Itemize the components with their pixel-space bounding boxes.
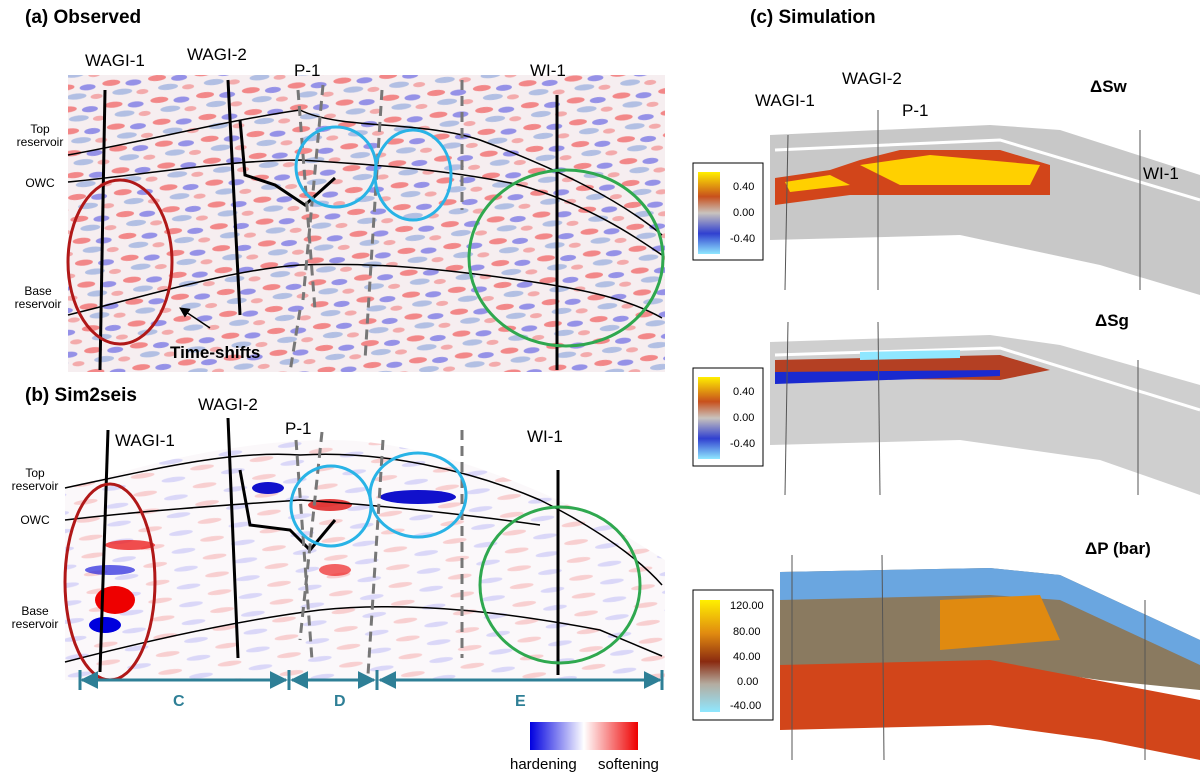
- horizon-label: OWC: [20, 513, 50, 527]
- horizon-label: Top reservoir: [11, 466, 59, 494]
- horizon-label: Base reservoir: [14, 284, 62, 312]
- wells-a: [98, 79, 559, 371]
- horizon-label: Top reservoir: [16, 122, 64, 150]
- colorbar-label: -40.00: [730, 700, 762, 712]
- anomalies-b: [85, 482, 456, 633]
- well-label: WI-1: [1143, 164, 1179, 183]
- colorbar-label: 40.00: [733, 651, 761, 663]
- sim2seis-section: [65, 440, 665, 680]
- colorbar-label: 120.00: [730, 600, 764, 612]
- colorbar-label: -0.40: [730, 233, 756, 245]
- observed-section: [68, 75, 665, 372]
- highlight-circle: [467, 168, 665, 348]
- well-label: WAGI-2: [842, 69, 902, 88]
- sim-sw: [770, 110, 1200, 295]
- well-label: WI-1: [527, 427, 563, 446]
- well-label: WAGI-2: [187, 45, 247, 64]
- well-label: WAGI-1: [85, 51, 145, 70]
- faults-a: [288, 80, 464, 373]
- sim-p: [780, 554, 1200, 761]
- well-label: WAGI-1: [115, 431, 175, 450]
- highlight-ellipse: [66, 178, 174, 346]
- colorbar-label: 0.00: [733, 412, 755, 424]
- sim-sg: [770, 321, 1200, 496]
- panel-title: (c) Simulation: [750, 7, 876, 28]
- well-label: WI-1: [530, 61, 566, 80]
- colorbars: [692, 162, 774, 721]
- well-label: WAGI-1: [755, 91, 815, 110]
- colorbar-label: 0.40: [733, 181, 755, 193]
- well-label: WAGI-2: [198, 395, 258, 414]
- zone-label: D: [334, 693, 346, 710]
- zone-label: E: [515, 693, 526, 710]
- highlight-circle: [478, 505, 642, 665]
- colorbar-label: -0.40: [730, 438, 756, 450]
- color-legend: [530, 722, 638, 750]
- panel-title: (b) Sim2seis: [25, 385, 137, 406]
- well-label: P-1: [285, 419, 312, 438]
- horizon-label: OWC: [25, 176, 55, 190]
- map-label: ΔSg: [1095, 311, 1129, 330]
- legend-label: hardening: [510, 756, 577, 773]
- highlight-circle: [373, 128, 453, 222]
- map-label: ΔSw: [1090, 77, 1127, 96]
- highlight-circle: [368, 451, 468, 539]
- well-label: P-1: [294, 61, 321, 80]
- horizons-a: [67, 109, 663, 319]
- well-label: P-1: [902, 101, 929, 120]
- arrow: [179, 307, 211, 329]
- zone-arrows: [78, 670, 664, 690]
- zone-label: C: [173, 693, 185, 710]
- legend-label: softening: [598, 756, 659, 773]
- colorbar-label: 80.00: [733, 626, 761, 638]
- colorbar-label: 0.00: [733, 207, 755, 219]
- wells-b: [98, 417, 560, 675]
- horizon-label: Base reservoir: [11, 604, 59, 632]
- colorbar-label: 0.40: [733, 386, 755, 398]
- annotation: Time-shifts: [170, 343, 261, 362]
- panel-title: (a) Observed: [25, 7, 142, 28]
- map-label: ΔP (bar): [1085, 539, 1151, 558]
- colorbar-label: 0.00: [737, 676, 759, 688]
